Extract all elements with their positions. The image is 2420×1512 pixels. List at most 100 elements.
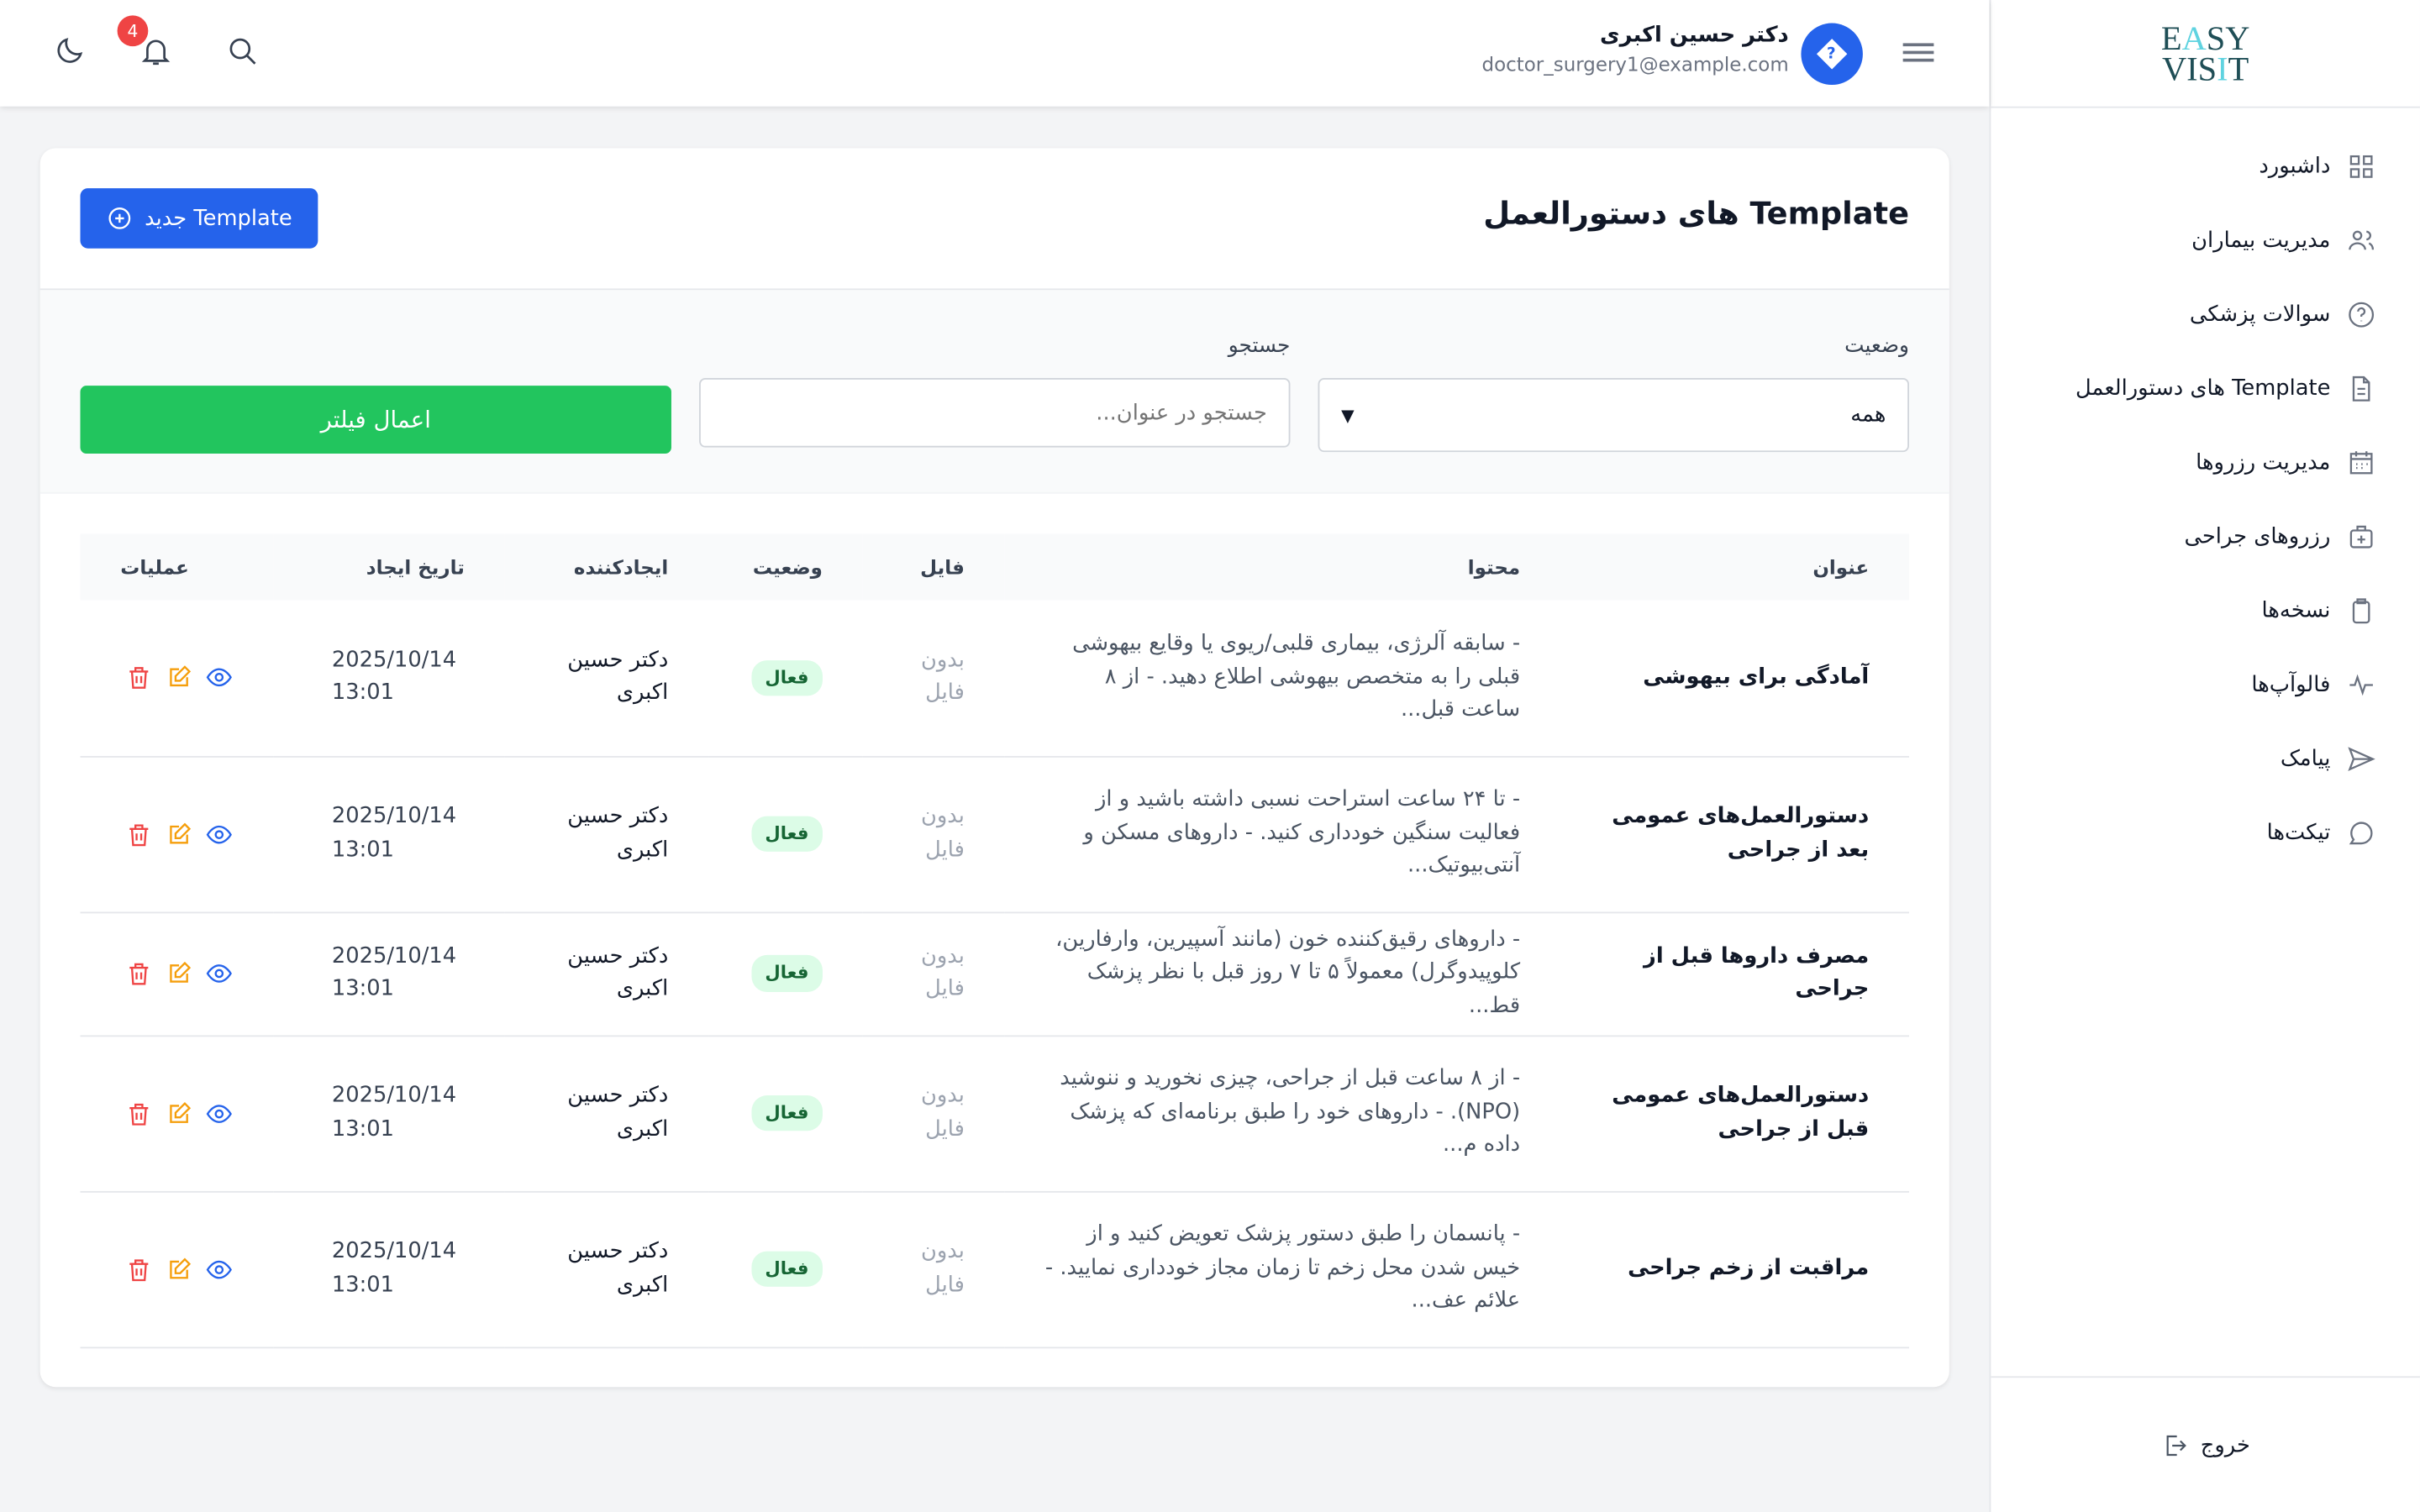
send-icon xyxy=(2348,747,2375,772)
template-file: بدون فایل xyxy=(920,803,965,862)
sidebar-item-clipboard[interactable]: نسخه‌ها xyxy=(1991,574,2420,648)
table-row: دستورالعمل‌های عمومی بعد از جراحی - تا ۲… xyxy=(80,755,1909,913)
status-badge: فعال xyxy=(750,1095,823,1131)
view-icon[interactable] xyxy=(205,1100,233,1127)
trash-icon[interactable] xyxy=(125,1255,153,1283)
filter-panel: وضعیت همه ▼ جستجو اعمال فیلتر xyxy=(39,290,1949,494)
table-row: دستورالعمل‌های عمومی قبل از جراحی - از ۸… xyxy=(80,1035,1909,1192)
sidebar: EASY VISIT داشبورد مدیریت بیماران سوالات پز… xyxy=(1989,0,2420,1512)
trash-icon[interactable] xyxy=(125,664,153,691)
column-header: فایل xyxy=(862,533,1005,601)
notification-badge: 4 xyxy=(117,15,149,47)
template-title: دستورالعمل‌های عمومی بعد از جراحی xyxy=(1560,755,1909,913)
new-template-button[interactable]: Template جدید xyxy=(80,188,318,249)
bell-icon xyxy=(141,39,171,66)
plus-circle-icon xyxy=(108,207,130,229)
table-row: مصرف داروها قبل از جراحی - داروهای رقیق‌… xyxy=(80,911,1909,1037)
template-creator: دکتر حسین اکبری xyxy=(567,1238,669,1297)
template-file: بدون فایل xyxy=(920,1083,965,1142)
view-icon[interactable] xyxy=(205,1255,233,1283)
sidebar-item-document[interactable]: Template های دستورالعمل xyxy=(1991,352,2420,426)
trash-icon[interactable] xyxy=(125,820,153,848)
sidebar-item-label: داشبورد xyxy=(2259,154,2331,180)
chat-icon xyxy=(2349,822,2373,845)
template-content: - داروهای رقیق‌کننده خون (مانند آسپیرین،… xyxy=(1004,911,1560,1037)
edit-icon[interactable] xyxy=(166,1100,193,1127)
topbar: ? دکتر حسین اکبری doctor_surgery1@exampl… xyxy=(0,0,1990,107)
search-label: جستجو xyxy=(1228,333,1291,359)
created-date: 2025/10/14 13:01 xyxy=(331,1083,457,1142)
sidebar-item-label: سوالات پزشکی xyxy=(2189,302,2331,328)
search-input[interactable] xyxy=(699,377,1291,448)
view-icon[interactable] xyxy=(205,959,233,987)
status-select[interactable]: همه ▼ xyxy=(1318,377,1909,453)
edit-icon[interactable] xyxy=(166,820,193,848)
template-creator: دکتر حسین اکبری xyxy=(567,803,669,862)
template-file: بدون فایل xyxy=(920,1238,965,1297)
table-row: آمادگی برای بیهوشی - سابقه آلرژی، بیماری… xyxy=(80,600,1909,757)
status-badge: فعال xyxy=(750,1251,823,1288)
sidebar-nav: داشبورد مدیریت بیماران سوالات پزشکی Templat… xyxy=(1991,108,2420,870)
view-icon[interactable] xyxy=(205,664,233,691)
template-title: مصرف داروها قبل از جراحی xyxy=(1560,911,1909,1037)
sidebar-item-medical-bag[interactable]: رزروهای جراحی xyxy=(1991,500,2420,574)
sidebar-item-question[interactable]: سوالات پزشکی xyxy=(1991,278,2420,352)
edit-icon[interactable] xyxy=(166,664,193,691)
column-header: محتوا xyxy=(1004,533,1560,601)
sidebar-item-send[interactable]: پیامک xyxy=(1991,722,2420,796)
template-title: دستورالعمل‌های عمومی قبل از جراحی xyxy=(1560,1035,1909,1192)
sidebar-item-label: نسخه‌ها xyxy=(2261,598,2331,624)
column-header: ایجادکننده xyxy=(504,533,709,601)
logout-button[interactable]: خروج xyxy=(1991,1376,2420,1512)
template-file: بدون فایل xyxy=(920,647,965,706)
templates-table: عنوان محتوا فایل وضعیت ایجادکننده تاریخ ایجاد… xyxy=(80,533,1909,1348)
sidebar-item-pulse[interactable]: فالوآپ‌ها xyxy=(1991,648,2420,722)
sidebar-item-label: مدیریت بیماران xyxy=(2191,228,2331,254)
user-name: دکتر حسین اکبری xyxy=(1600,23,1789,48)
sidebar-item-label: پیامک xyxy=(2280,746,2331,772)
user-email: doctor_surgery1@example.com xyxy=(1481,52,1789,76)
sidebar-item-label: مدیریت رزروها xyxy=(2196,450,2331,475)
avatar[interactable]: ? xyxy=(1801,23,1863,86)
sidebar-item-label: تیکت‌ها xyxy=(2266,821,2331,846)
sidebar-item-grid[interactable]: داشبورد xyxy=(1991,129,2420,203)
sidebar-item-calendar[interactable]: مدیریت رزروها xyxy=(1991,426,2420,500)
notifications-button[interactable]: 4 xyxy=(117,15,172,74)
template-creator: دکتر حسین اکبری xyxy=(567,647,669,706)
menu-toggle-icon[interactable] xyxy=(1902,39,1934,66)
search-icon[interactable] xyxy=(225,34,259,67)
template-content: - تا ۲۴ ساعت استراحت نسبی داشته باشید و … xyxy=(1004,755,1560,913)
users-icon xyxy=(2349,230,2375,250)
table-row: مراقبت از زخم جراحی - پانسمان را طبق دست… xyxy=(80,1190,1909,1348)
sidebar-item-users[interactable]: مدیریت بیماران xyxy=(1991,203,2420,277)
logout-icon xyxy=(2166,1434,2186,1456)
template-file: بدون فایل xyxy=(920,943,965,1002)
grid-icon xyxy=(2349,155,2373,178)
templates-card: Template های دستورالعمل Template جدید وض… xyxy=(39,148,1949,1388)
column-header: عملیات xyxy=(80,533,274,601)
created-date: 2025/10/14 13:01 xyxy=(331,647,457,706)
status-badge: فعال xyxy=(750,955,823,992)
trash-icon[interactable] xyxy=(125,1100,153,1127)
edit-icon[interactable] xyxy=(166,959,193,987)
sidebar-item-chat[interactable]: تیکت‌ها xyxy=(1991,796,2420,870)
created-date: 2025/10/14 13:01 xyxy=(331,943,457,1002)
sidebar-item-label: Template های دستورالعمل xyxy=(2075,376,2331,402)
view-icon[interactable] xyxy=(205,820,233,848)
status-label: وضعیت xyxy=(1844,333,1909,359)
question-icon xyxy=(2349,302,2375,328)
column-header: تاریخ ایجاد xyxy=(273,533,505,601)
medical-bag-icon xyxy=(2349,525,2373,549)
chevron-down-icon: ▼ xyxy=(1341,405,1355,426)
apply-filter-button[interactable]: اعمال فیلتر xyxy=(80,386,671,454)
status-badge: فعال xyxy=(750,659,823,696)
sidebar-item-label: رزروهای جراحی xyxy=(2184,524,2331,549)
template-content: - از ۸ ساعت قبل از جراحی، چیزی نخورید و … xyxy=(1004,1035,1560,1192)
calendar-icon xyxy=(2349,451,2373,475)
moon-icon[interactable] xyxy=(52,34,86,67)
pulse-icon xyxy=(2349,674,2373,696)
created-date: 2025/10/14 13:01 xyxy=(331,1238,457,1297)
trash-icon[interactable] xyxy=(125,959,153,987)
edit-icon[interactable] xyxy=(166,1255,193,1283)
easy-visit-logo[interactable]: EASY VISIT xyxy=(1991,0,2420,108)
